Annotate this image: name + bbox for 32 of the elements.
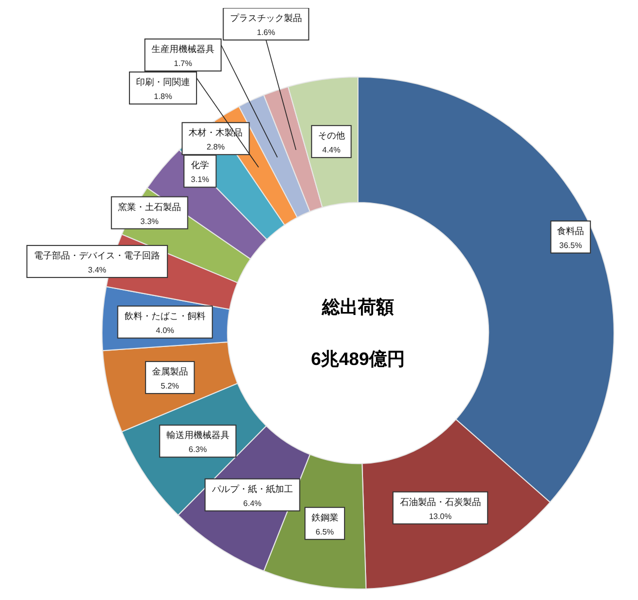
text: 総出荷額 [321, 297, 394, 317]
slice-label: プラスチック製品 [230, 13, 302, 23]
data-label: 4.0% [156, 326, 174, 336]
data-label: 1.7% [174, 59, 192, 68]
slice-label: 電子部品・デバイス・電子回路 [34, 250, 160, 260]
text: 6兆489億円 [310, 349, 406, 369]
slice-label: 化学 [191, 160, 210, 170]
data-label: 6.5% [316, 527, 334, 536]
slice-label: 石油製品・石炭製品 [400, 496, 481, 507]
data-label: 6.4% [243, 498, 262, 508]
data-label: 3.3% [140, 216, 159, 226]
data-label: 13.0% [428, 512, 452, 521]
data-label: 4.4% [322, 146, 340, 155]
data-label: 1.8% [154, 92, 172, 101]
slice-label: 食料品 [557, 226, 584, 236]
data-label: 36.5% [559, 241, 582, 250]
data-label: 5.2% [160, 382, 180, 391]
slice-label: 印刷・同関連 [136, 77, 190, 87]
data-label: 6.3% [188, 445, 207, 454]
data-label: 3.1% [190, 175, 210, 184]
data-label: 2.8% [206, 142, 225, 152]
slice-label: 木材・木製品 [188, 128, 243, 138]
slice-label: 輸送用機械器具 [166, 430, 230, 440]
data-label: 3.4% [88, 265, 106, 274]
slice-label: 金属製品 [152, 366, 188, 377]
slice-label: パルプ・紙・紙加工 [210, 484, 293, 494]
slice-label: 鉄鋼業 [311, 512, 338, 522]
slice-label: その他 [318, 130, 345, 141]
slice-label: 窯業・土石製品 [118, 202, 182, 212]
slice-label: 飲料・たばこ・飼料 [124, 311, 206, 322]
slice-label: 生産用機械器具 [152, 44, 214, 54]
data-label: 1.6% [256, 28, 276, 37]
